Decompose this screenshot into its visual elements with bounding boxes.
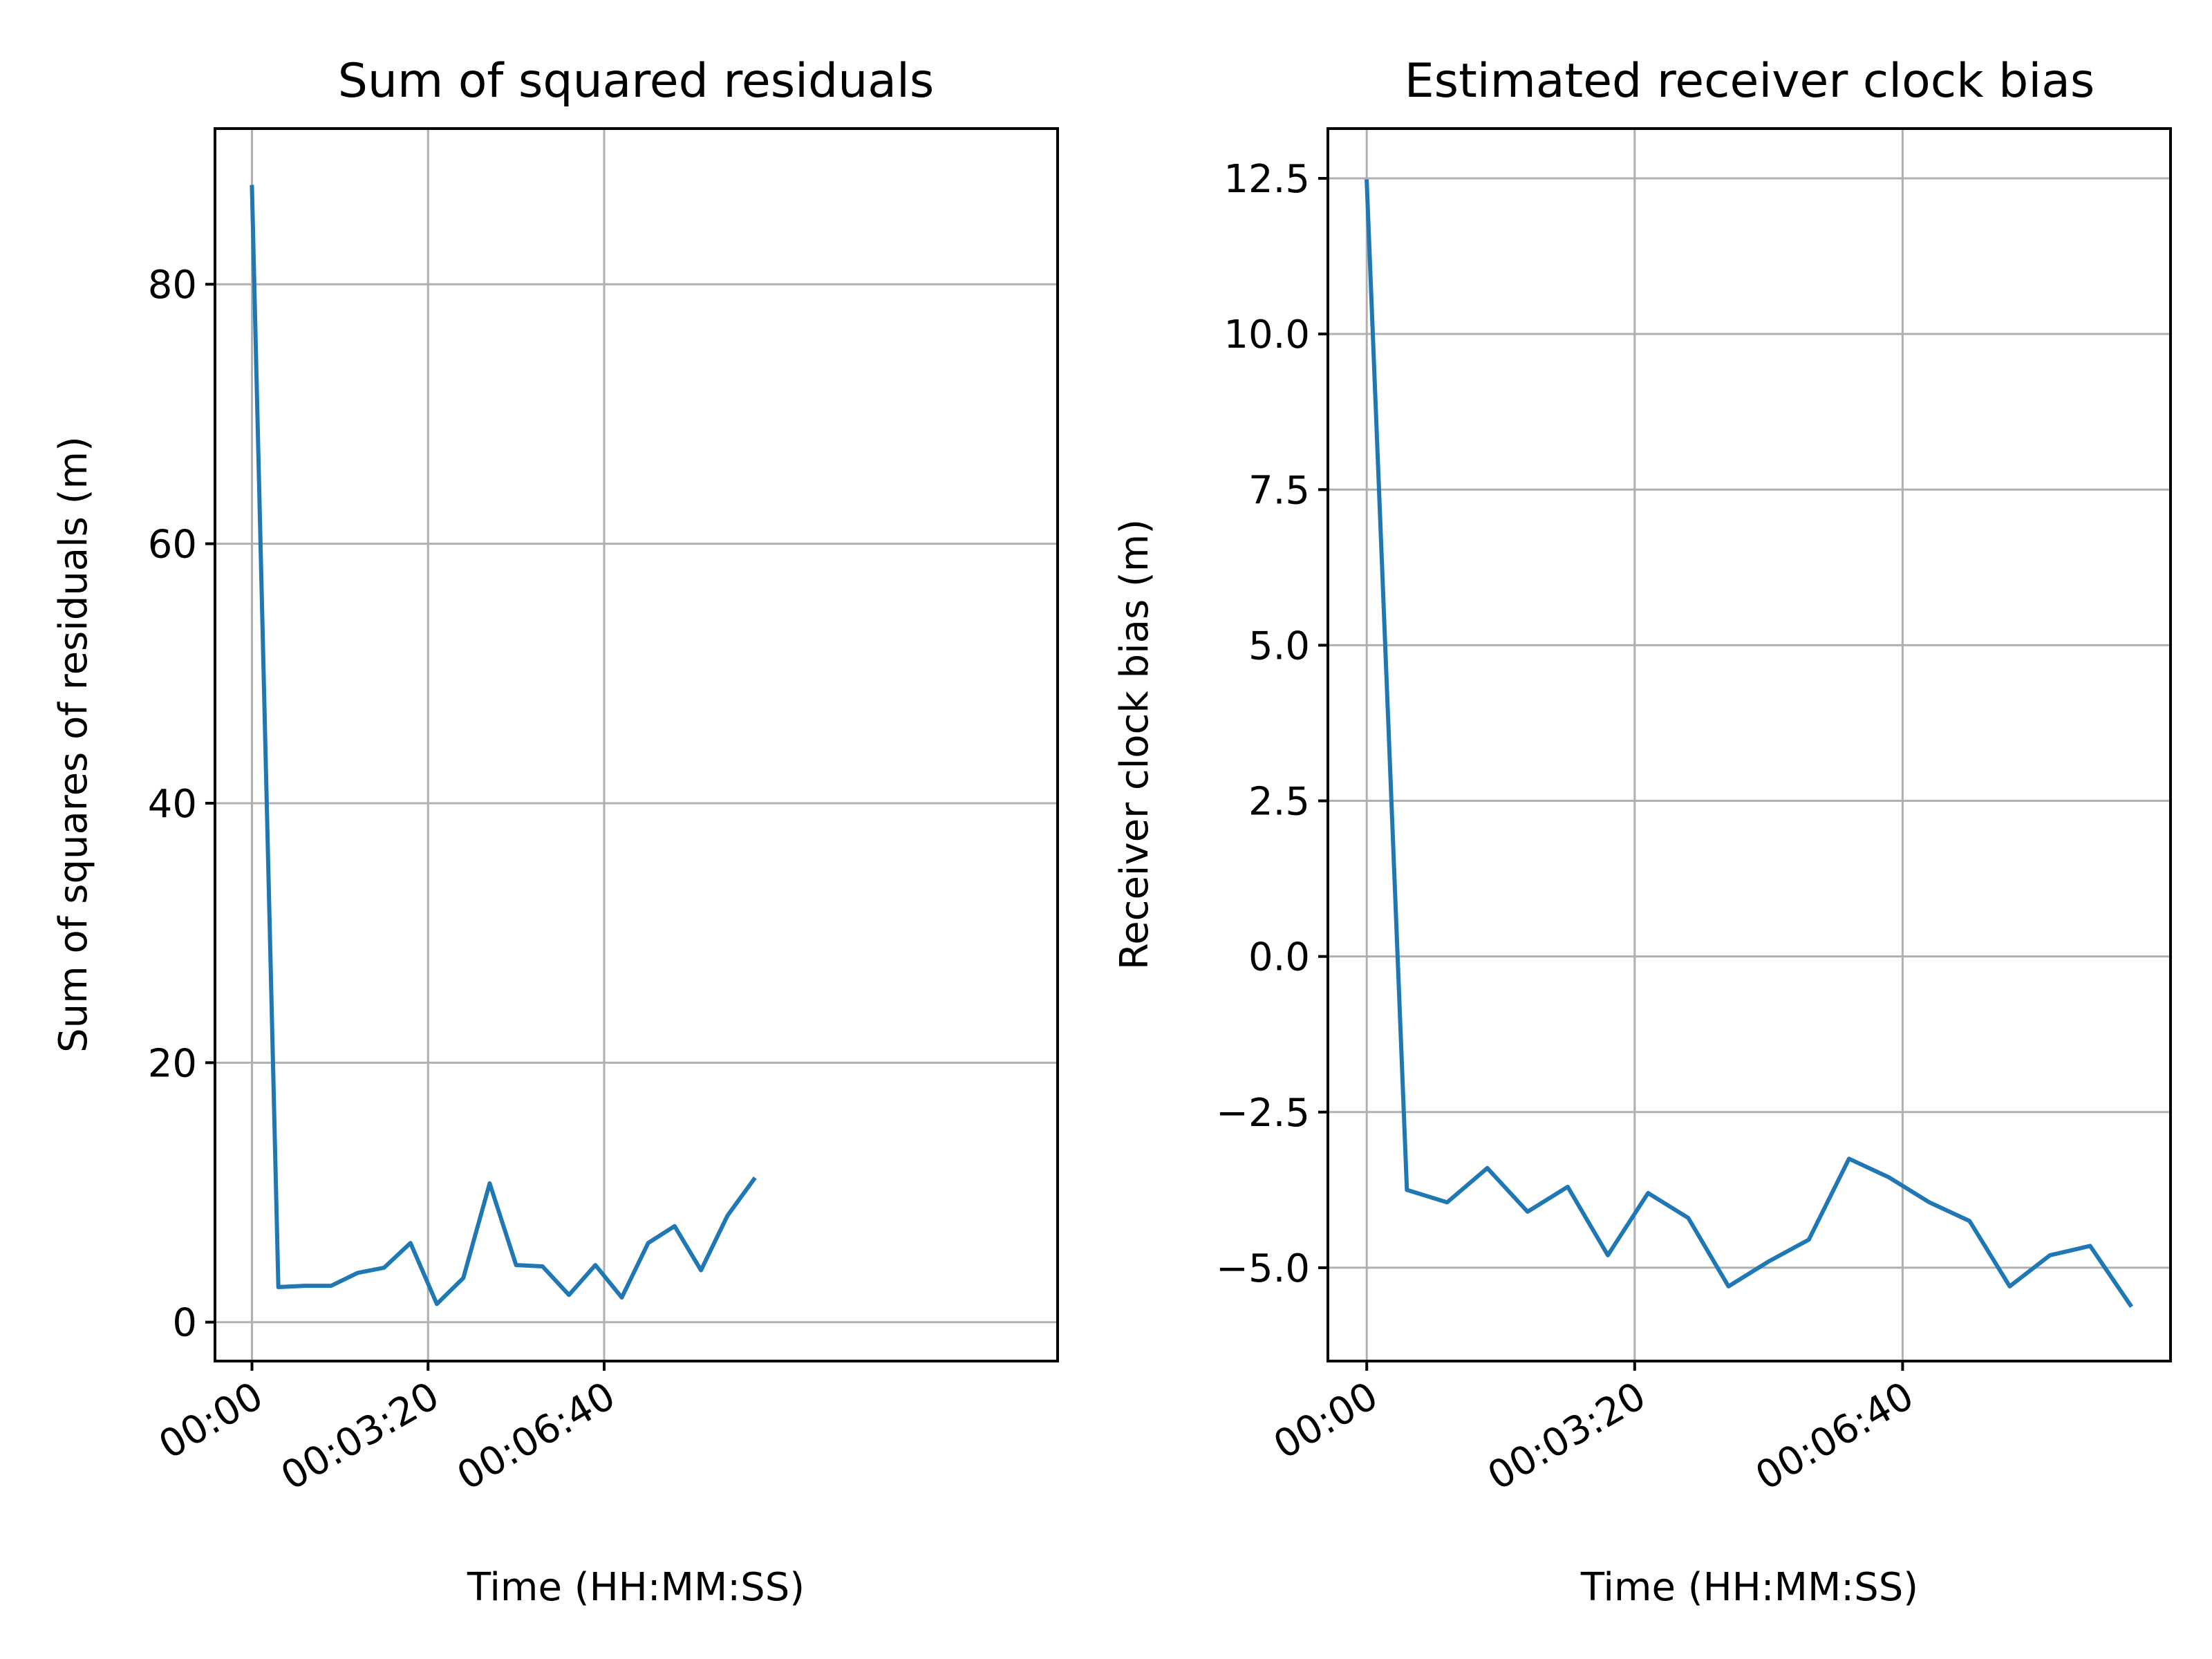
residuals-y-axis-label: Sum of squares of residuals (m) <box>51 436 96 1053</box>
residuals-y-ticks: 0 20 40 60 80 <box>148 263 215 1346</box>
clock-bias-y-ticks: −5.0 −2.5 0.0 2.5 5.0 7.5 10.0 12.5 <box>1216 157 1328 1291</box>
clock-bias-x-axis-label: Time (HH:MM:SS) <box>1580 1565 1918 1610</box>
clock-bias-y-tick-label: 12.5 <box>1224 157 1310 202</box>
clock-bias-grid <box>1328 129 2171 1361</box>
residuals-grid <box>215 129 1058 1361</box>
residuals-y-tick-label: 0 <box>172 1301 197 1346</box>
clock-bias-y-tick-label: 0.0 <box>1248 935 1310 980</box>
clock-bias-axes-frame <box>1327 127 2172 1362</box>
clock-bias-y-tick-label: 5.0 <box>1248 624 1310 668</box>
clock-bias-y-tick-label: −2.5 <box>1216 1091 1310 1136</box>
residuals-y-tick-label: 80 <box>148 263 197 308</box>
residuals-x-axis-label: Time (HH:MM:SS) <box>467 1565 805 1610</box>
clock-bias-series <box>1365 179 2134 1309</box>
clock-bias-y-tick-label: 7.5 <box>1248 468 1310 513</box>
residuals-chart-title: Sum of squared residuals <box>338 54 935 109</box>
clock-bias-y-axis-label: Receiver clock bias (m) <box>1112 519 1157 970</box>
residuals-series-line <box>250 185 757 1306</box>
clock-bias-y-tick-label: 10.0 <box>1224 312 1310 357</box>
clock-bias-chart-title: Estimated receiver clock bias <box>1405 54 2095 109</box>
residuals-series <box>250 185 757 1306</box>
residuals-axes-frame <box>214 127 1059 1362</box>
residuals-y-tick-label: 20 <box>148 1041 197 1086</box>
residuals-y-tick-label: 60 <box>148 523 197 568</box>
clock-bias-y-tick-label: −5.0 <box>1216 1246 1310 1291</box>
clock-bias-y-tick-label: 2.5 <box>1248 780 1310 825</box>
clock-bias-series-line <box>1365 179 2134 1309</box>
residuals-y-tick-label: 40 <box>148 782 197 827</box>
